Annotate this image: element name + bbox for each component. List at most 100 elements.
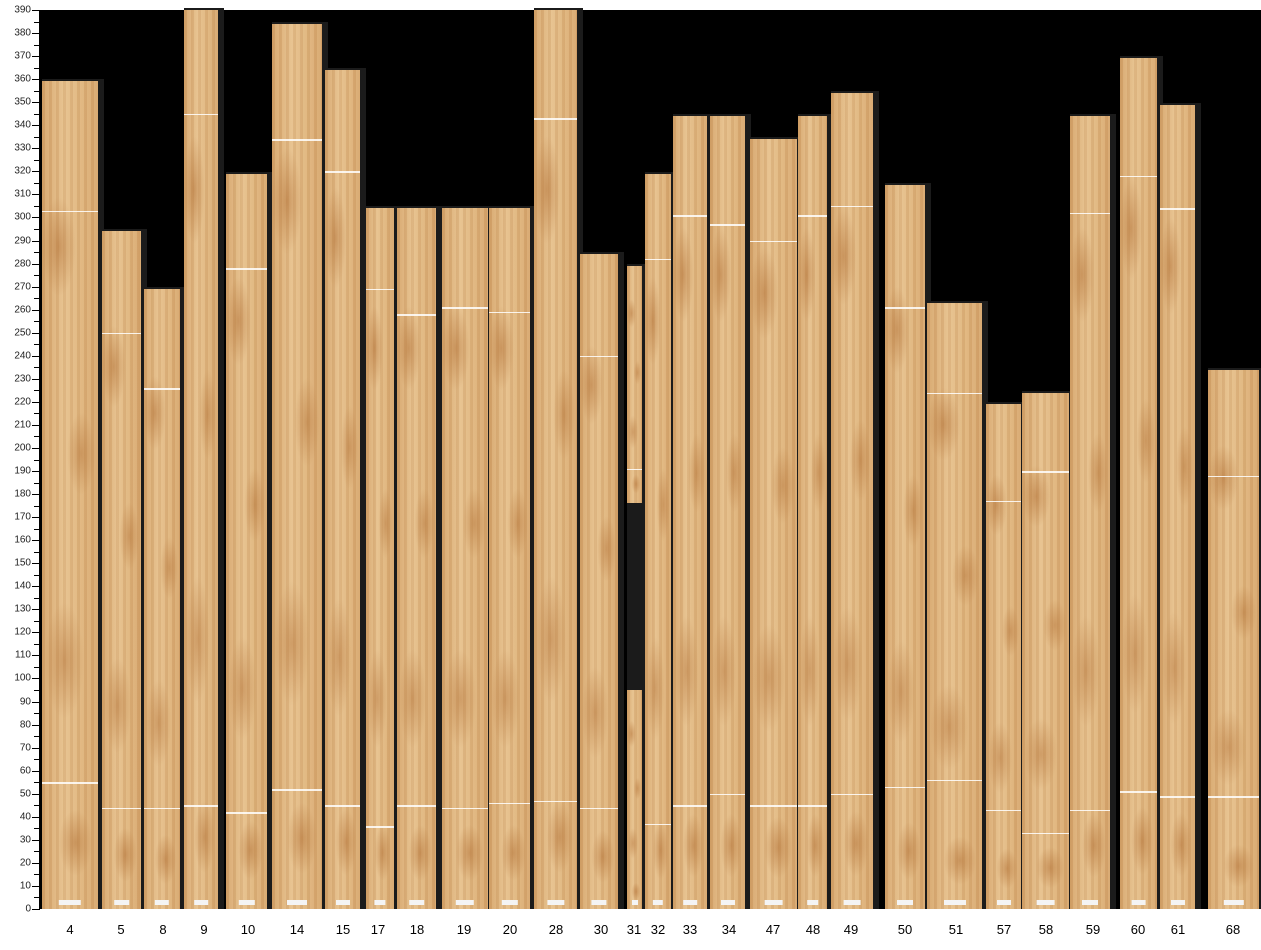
measurement-line: [366, 288, 394, 291]
y-tick: [34, 805, 39, 807]
measurement-line: [798, 805, 827, 807]
strip-label: 15: [335, 922, 351, 937]
y-tick: [32, 194, 39, 196]
y-tick-label: 310: [14, 188, 31, 200]
y-tick: [32, 79, 39, 81]
y-tick: [32, 332, 39, 334]
veneer-strip-17: [366, 208, 394, 909]
strip-label: 20: [502, 922, 518, 937]
y-tick: [32, 102, 39, 104]
y-tick-label: 20: [19, 857, 31, 869]
barcode-label: [287, 899, 307, 905]
y-tick: [34, 159, 39, 161]
measurement-line: [442, 307, 488, 309]
measurement-line: [1070, 212, 1110, 215]
measurement-line: [366, 826, 394, 828]
measurement-line: [226, 812, 267, 814]
y-tick-label: 170: [14, 511, 31, 523]
strip-label: 28: [548, 922, 564, 937]
y-tick: [34, 90, 39, 92]
y-tick: [34, 298, 39, 300]
measurement-line: [885, 786, 925, 789]
y-tick: [32, 609, 39, 611]
measurement-line: [645, 258, 671, 261]
measurement-line: [534, 800, 577, 803]
veneer-strip-33: [673, 116, 707, 909]
measurement-line: [1160, 208, 1195, 210]
y-tick-label: 380: [14, 27, 31, 39]
strip-label: 30: [593, 922, 609, 937]
measurement-line: [885, 307, 925, 309]
measurement-line: [42, 782, 98, 784]
barcode-label: [501, 899, 518, 905]
strip-label: 18: [409, 922, 425, 937]
strip-label: 47: [765, 922, 781, 937]
y-tick: [32, 10, 39, 11]
measurement-line: [102, 807, 141, 810]
y-tick-label: 70: [19, 742, 31, 754]
y-tick: [32, 632, 39, 634]
y-tick: [32, 378, 39, 380]
barcode-label: [408, 899, 425, 905]
y-tick: [32, 517, 39, 519]
y-tick: [34, 759, 39, 761]
measurement-line: [226, 268, 267, 270]
y-tick-label: 350: [14, 96, 31, 108]
y-tick: [32, 309, 39, 311]
veneer-strip-51: [927, 302, 982, 909]
y-tick: [32, 355, 39, 357]
strip-label: 49: [843, 922, 859, 937]
measurement-line: [927, 779, 982, 782]
veneer-strip-18: [397, 208, 436, 909]
measurement-line: [645, 823, 671, 826]
measurement-line: [272, 789, 322, 791]
y-tick-label: 160: [14, 534, 31, 546]
y-tick: [32, 586, 39, 588]
y-tick-label: 190: [14, 465, 31, 477]
y-tick: [32, 171, 39, 173]
y-tick-label: 230: [14, 373, 31, 385]
measurement-line: [397, 805, 436, 807]
strip-label: 50: [897, 922, 913, 937]
measurement-line: [442, 807, 488, 810]
y-tick-label: 330: [14, 142, 31, 154]
y-tick: [34, 228, 39, 230]
y-tick: [32, 447, 39, 449]
y-tick: [34, 828, 39, 830]
y-tick: [32, 655, 39, 657]
y-tick: [34, 482, 39, 484]
y-tick: [32, 885, 39, 887]
strip-label: 5: [117, 922, 125, 937]
y-tick: [34, 713, 39, 715]
measurement-line: [1208, 475, 1259, 478]
y-tick-label: 140: [14, 580, 31, 592]
y-tick: [34, 782, 39, 784]
measurement-line: [673, 805, 707, 807]
y-tick: [32, 793, 39, 795]
y-tick: [34, 44, 39, 46]
strip-label: 68: [1225, 922, 1241, 937]
veneer-strip-14: [272, 23, 322, 909]
y-tick-label: 100: [14, 672, 31, 684]
y-tick-label: 60: [19, 765, 31, 777]
strip-label: 19: [456, 922, 472, 937]
y-tick: [34, 551, 39, 553]
strip-label: 32: [650, 922, 666, 937]
y-tick: [34, 574, 39, 576]
strip-label: 17: [370, 922, 386, 937]
measurement-line: [325, 171, 360, 173]
strip-label: 51: [948, 922, 964, 937]
veneer-strip-57: [986, 404, 1021, 909]
y-tick-label: 340: [14, 119, 31, 131]
y-tick: [34, 21, 39, 23]
measurement-line: [986, 809, 1021, 812]
barcode-label: [113, 899, 130, 905]
y-tick: [32, 286, 39, 288]
barcode-label: [806, 899, 819, 905]
y-tick: [34, 620, 39, 622]
y-tick-label: 200: [14, 442, 31, 454]
measurement-line: [580, 807, 618, 810]
y-tick: [34, 643, 39, 645]
veneer-strip-49: [831, 92, 873, 909]
barcode-label: [652, 899, 664, 905]
